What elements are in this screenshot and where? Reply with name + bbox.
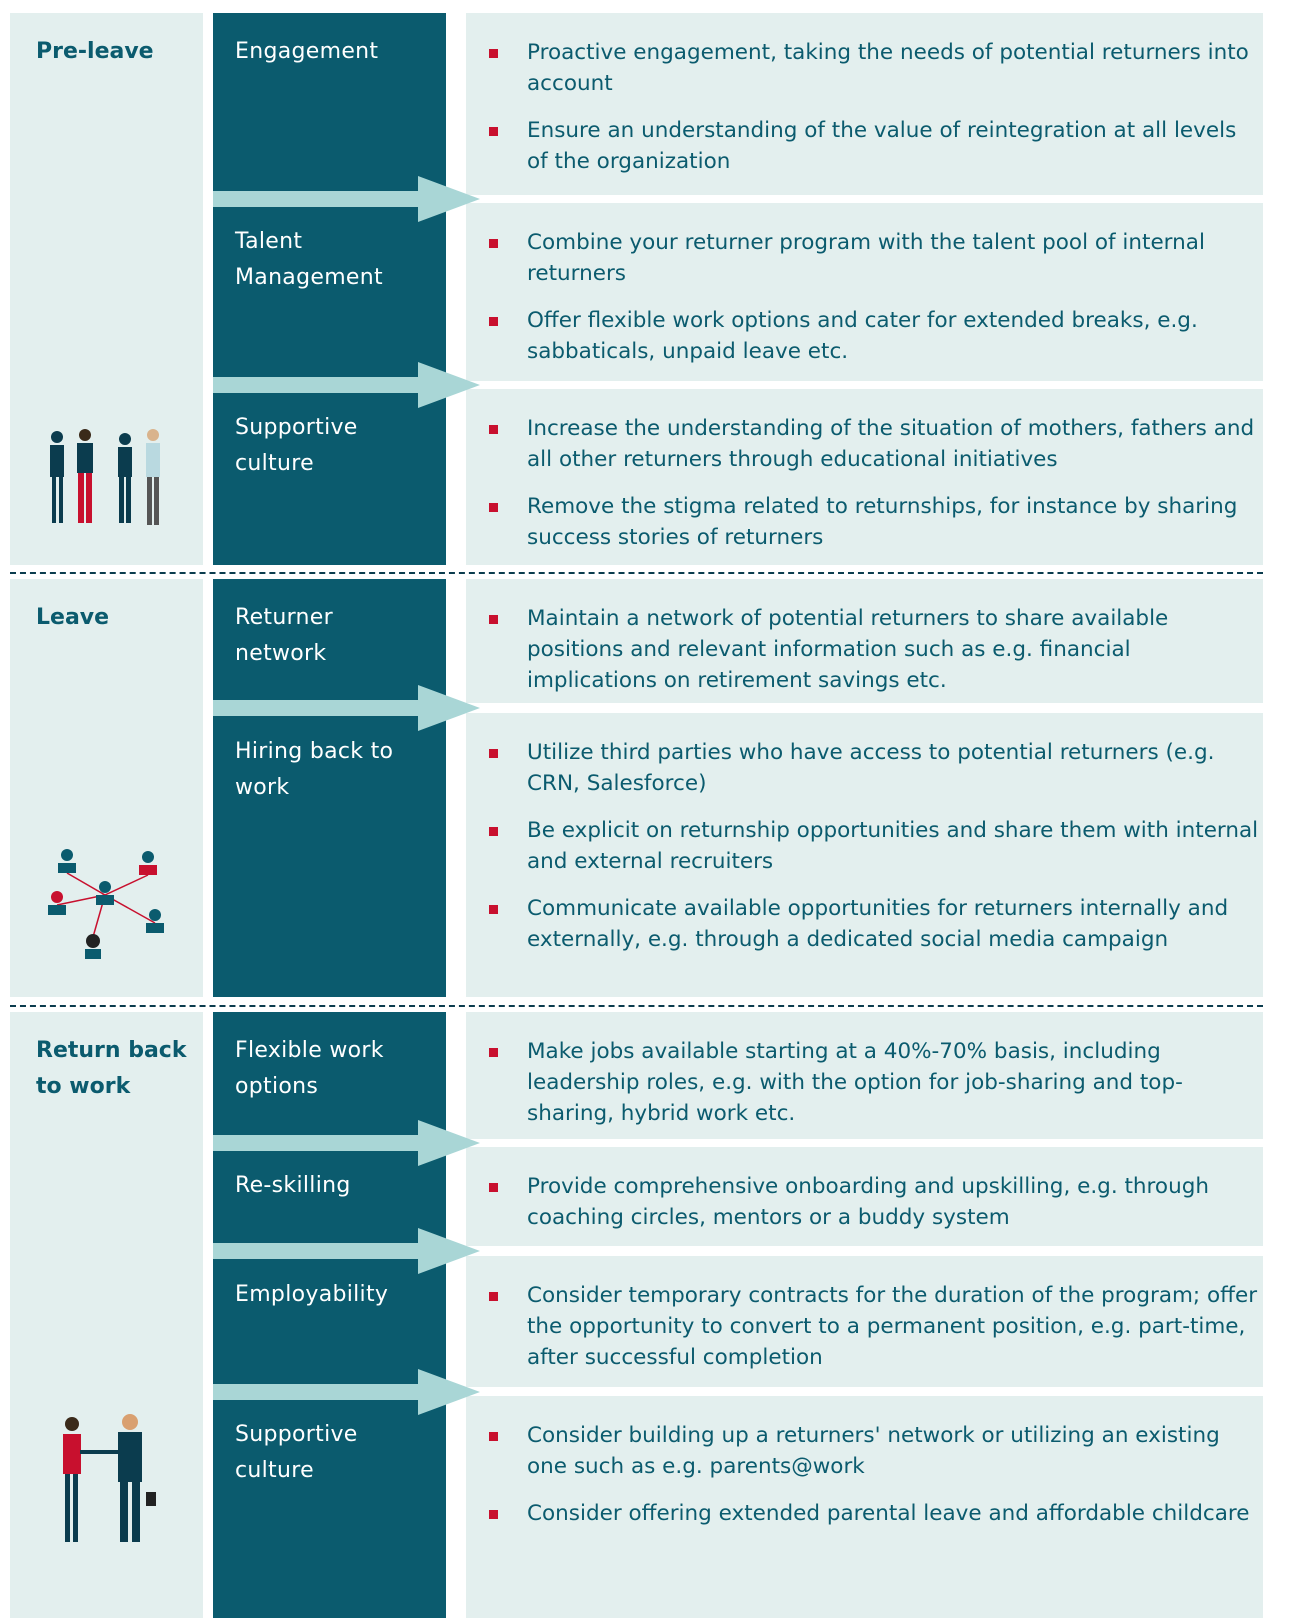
bullet-item: Combine your returner program with the t…	[489, 227, 1259, 289]
bullet-item: Increase the understanding of the situat…	[489, 413, 1259, 475]
phase-label: Leave	[36, 605, 110, 630]
category-column	[213, 579, 446, 997]
category-label: Talent Management	[235, 229, 383, 290]
category-column	[213, 1012, 446, 1618]
category-label: Flexible work options	[235, 1038, 384, 1099]
handshake-icon	[63, 1414, 156, 1542]
bullet-item: Offer flexible work options and cater fo…	[489, 305, 1259, 367]
bullet-box	[466, 1012, 1263, 1139]
bullet-box	[466, 389, 1263, 565]
category-label: Hiring back to work	[235, 739, 394, 800]
bullet-item: Remove the stigma related to returnships…	[489, 491, 1259, 553]
flow-arrow	[213, 1368, 480, 1415]
bullet-box	[466, 13, 1263, 195]
bullet-box	[466, 713, 1263, 997]
phase-panel	[10, 1012, 203, 1618]
phase-panel	[10, 579, 203, 997]
bullet-item: Proactive engagement, taking the needs o…	[489, 37, 1259, 99]
bullet-item: Consider temporary contracts for the dur…	[489, 1280, 1259, 1373]
bullet-item: Utilize third parties who have access to…	[489, 737, 1259, 799]
flow-arrow	[213, 176, 480, 222]
bullet-item: Communicate available opportunities for …	[489, 893, 1259, 955]
bullet-box	[466, 1147, 1263, 1246]
phase-panel	[10, 13, 203, 565]
category-label: Engagement	[235, 39, 379, 64]
flow-arrow	[213, 1228, 480, 1274]
bullet-box	[466, 1396, 1263, 1618]
category-column	[213, 13, 446, 565]
category-label: Employability	[235, 1282, 389, 1307]
bullet-box	[466, 579, 1263, 703]
bullet-item: Maintain a network of potential returner…	[489, 603, 1259, 696]
flow-arrow	[213, 685, 480, 731]
bullet-item: Make jobs available starting at a 40%-70…	[489, 1036, 1259, 1129]
flow-arrow	[213, 362, 480, 408]
people-icon	[50, 429, 160, 525]
bullet-box	[466, 203, 1263, 381]
bullet-item: Consider offering extended parental leav…	[489, 1498, 1259, 1529]
category-label: Supportive culture	[235, 1422, 358, 1483]
bullet-item: Provide comprehensive onboarding and ups…	[489, 1171, 1259, 1233]
phase-divider	[10, 1005, 1263, 1007]
bullet-item: Be explicit on returnship opportunities …	[489, 815, 1259, 877]
phase-divider	[10, 572, 1263, 574]
bullet-box	[466, 1256, 1263, 1387]
flow-arrow	[213, 1120, 480, 1166]
category-label: Returner network	[235, 605, 333, 666]
bullet-item: Consider building up a returners' networ…	[489, 1420, 1259, 1482]
phase-label: Pre-leave	[36, 39, 154, 64]
bullet-item: Ensure an understanding of the value of …	[489, 115, 1259, 177]
network-icon	[48, 849, 164, 959]
phase-label: Return back to work	[36, 1038, 187, 1099]
category-label: Supportive culture	[235, 415, 358, 476]
category-label: Re-skilling	[235, 1173, 351, 1198]
